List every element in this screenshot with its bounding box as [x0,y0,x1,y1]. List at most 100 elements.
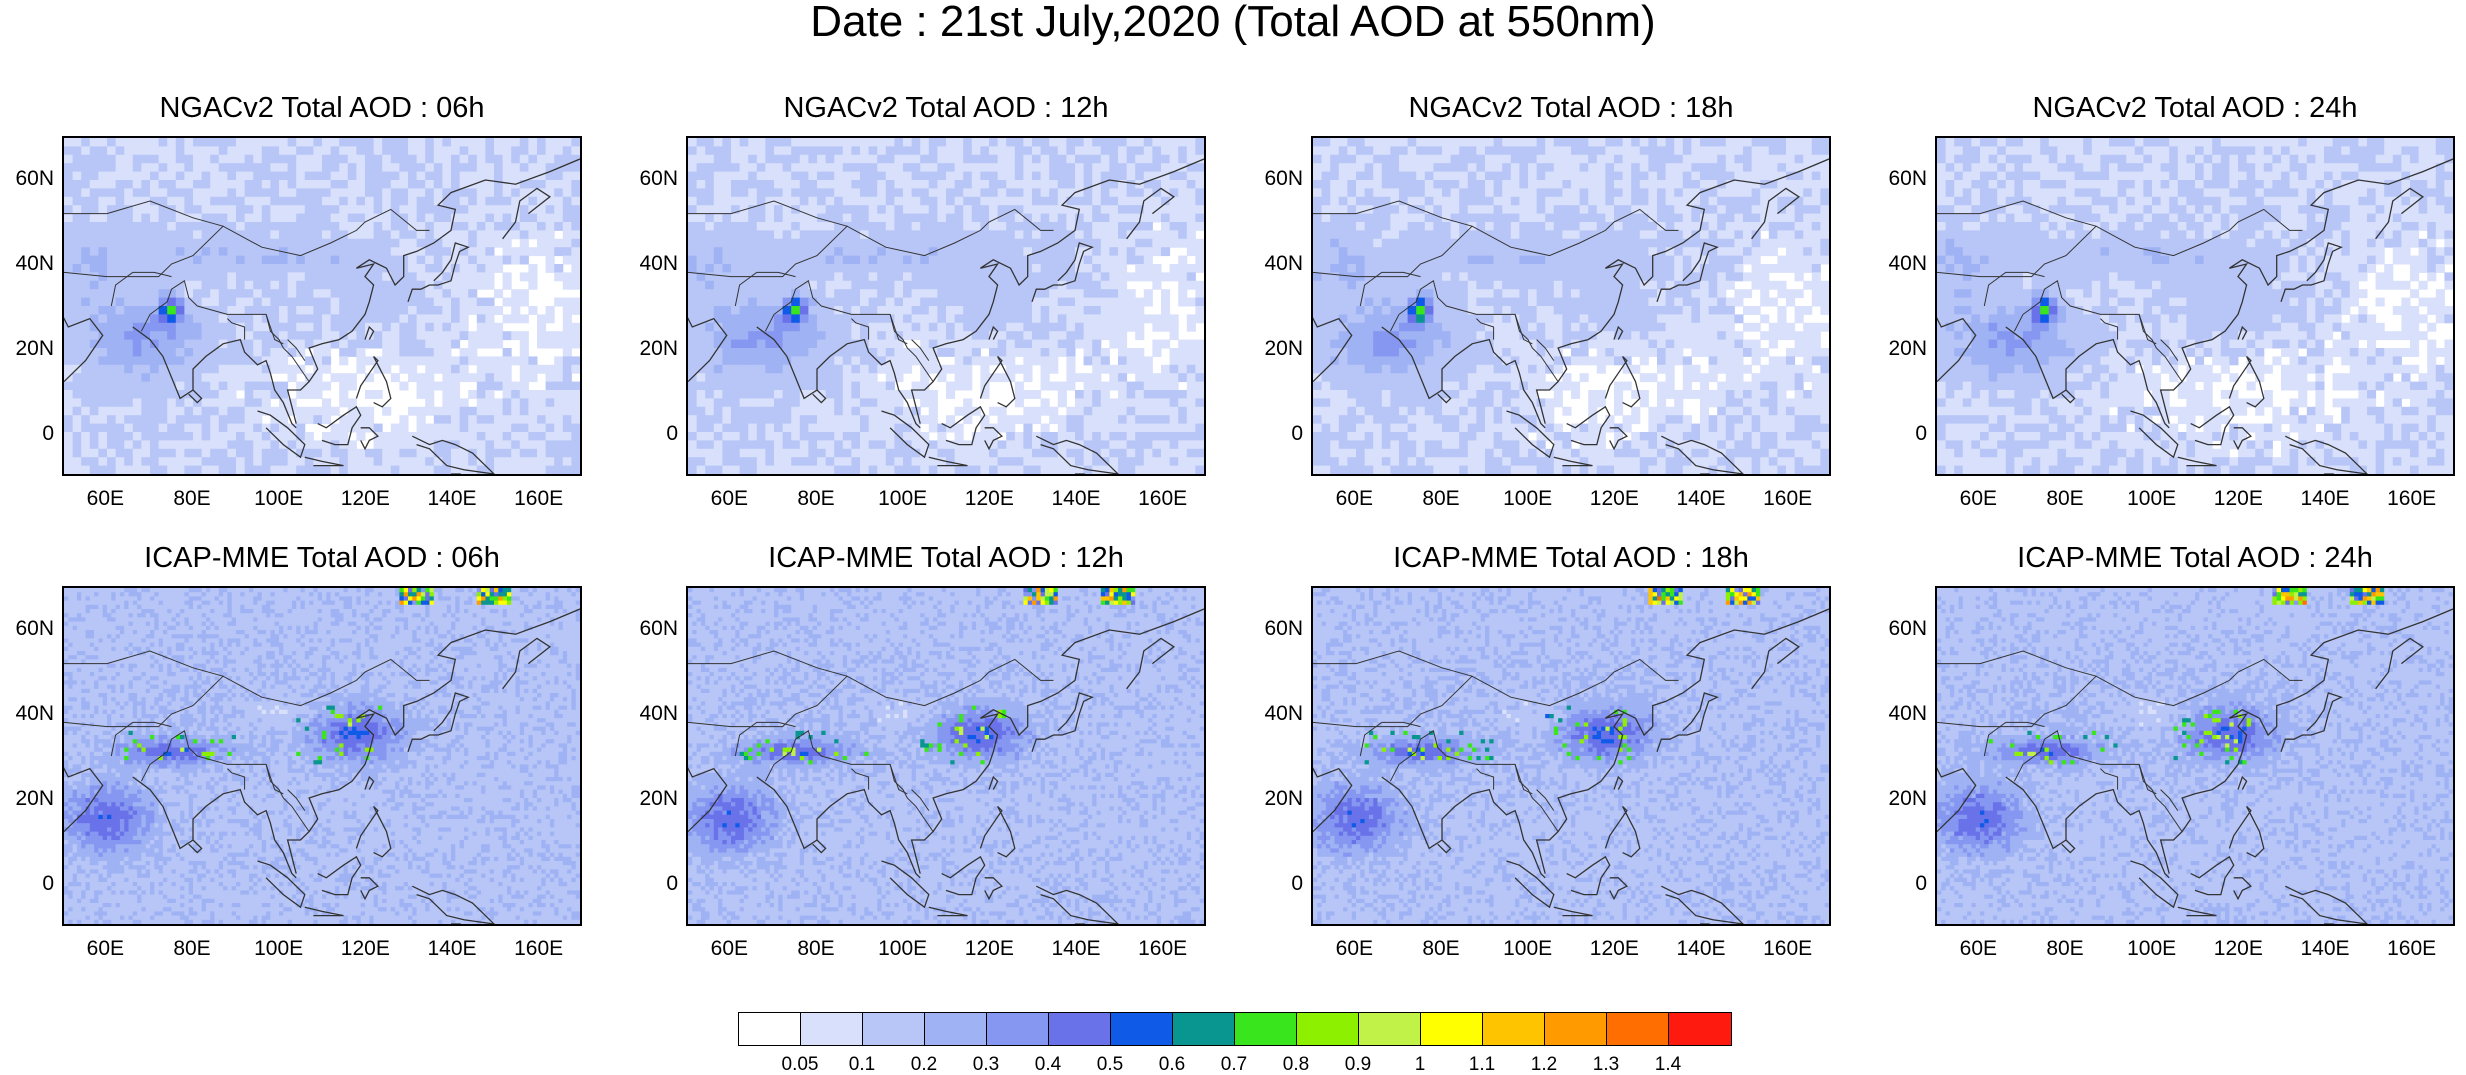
colorbar [738,1012,1732,1046]
colorbar-swatch [1607,1013,1669,1045]
aod-map-panel [1935,136,2455,476]
longitude-tick-label: 80E [2030,938,2100,960]
latitude-tick-label: 60N [0,168,54,190]
colorbar-tick-label: 0.6 [1142,1055,1202,1075]
longitude-tick-label: 140E [1666,488,1736,510]
colorbar-tick-label: 0.3 [956,1055,1016,1075]
panel-title: ICAP-MME Total AOD : 06h [2,542,642,574]
aod-map-panel [62,586,582,926]
panel-title: ICAP-MME Total AOD : 12h [626,542,1266,574]
colorbar-tick-label: 1.1 [1452,1055,1512,1075]
aod-map-panel [1935,586,2455,926]
longitude-tick-label: 140E [1041,488,1111,510]
latitude-tick-label: 0 [1243,873,1303,895]
longitude-tick-label: 100E [1493,488,1563,510]
colorbar-swatch [987,1013,1049,1045]
colorbar-tick-label: 1.2 [1514,1055,1574,1075]
aod-map-panel [686,586,1206,926]
latitude-tick-label: 0 [1867,873,1927,895]
longitude-tick-label: 160E [2377,488,2447,510]
longitude-tick-label: 100E [244,938,314,960]
latitude-tick-label: 40N [0,253,54,275]
latitude-tick-label: 0 [618,873,678,895]
colorbar-tick-label: 1.3 [1576,1055,1636,1075]
longitude-tick-label: 120E [954,488,1024,510]
longitude-tick-label: 60E [1943,488,2013,510]
aod-field [688,138,1204,474]
longitude-tick-label: 120E [2203,938,2273,960]
latitude-tick-label: 20N [0,788,54,810]
longitude-tick-label: 140E [1041,938,1111,960]
colorbar-swatch [1235,1013,1297,1045]
longitude-tick-label: 60E [1319,488,1389,510]
longitude-tick-label: 80E [157,938,227,960]
longitude-tick-label: 160E [504,488,574,510]
colorbar-swatch [1483,1013,1545,1045]
colorbar-swatch [1173,1013,1235,1045]
longitude-tick-label: 120E [954,938,1024,960]
latitude-tick-label: 0 [1243,423,1303,445]
colorbar-swatch [925,1013,987,1045]
aod-field [688,588,1204,924]
aod-field [64,138,580,474]
colorbar-tick-label: 0.1 [832,1055,892,1075]
longitude-tick-label: 160E [1753,938,1823,960]
panel-title: NGACv2 Total AOD : 24h [1875,92,2466,124]
colorbar-tick-label: 0.2 [894,1055,954,1075]
longitude-tick-label: 60E [694,488,764,510]
panel-title: ICAP-MME Total AOD : 18h [1251,542,1891,574]
latitude-tick-label: 40N [0,703,54,725]
latitude-tick-label: 0 [0,423,54,445]
aod-field [64,588,580,924]
longitude-tick-label: 160E [1753,488,1823,510]
latitude-tick-label: 40N [1243,253,1303,275]
longitude-tick-label: 100E [868,938,938,960]
latitude-tick-label: 40N [1867,703,1927,725]
latitude-tick-label: 20N [1867,338,1927,360]
panel-title: NGACv2 Total AOD : 18h [1251,92,1891,124]
main-title: Date : 21st July,2020 (Total AOD at 550n… [0,0,2466,44]
colorbar-tick-label: 1.4 [1638,1055,1698,1075]
panel-title: NGACv2 Total AOD : 12h [626,92,1266,124]
longitude-tick-label: 160E [504,938,574,960]
longitude-tick-label: 60E [694,938,764,960]
longitude-tick-label: 120E [1579,938,1649,960]
longitude-tick-label: 80E [1406,488,1476,510]
longitude-tick-label: 100E [2117,938,2187,960]
panel-title: NGACv2 Total AOD : 06h [2,92,642,124]
latitude-tick-label: 40N [1243,703,1303,725]
longitude-tick-label: 140E [2290,488,2360,510]
colorbar-swatch [801,1013,863,1045]
latitude-tick-label: 60N [618,168,678,190]
longitude-tick-label: 120E [330,488,400,510]
aod-field [1313,588,1829,924]
longitude-tick-label: 80E [157,488,227,510]
latitude-tick-label: 60N [1243,618,1303,640]
longitude-tick-label: 160E [2377,938,2447,960]
longitude-tick-label: 100E [1493,938,1563,960]
latitude-tick-label: 20N [0,338,54,360]
colorbar-tick-label: 0.5 [1080,1055,1140,1075]
colorbar-tick-label: 0.7 [1204,1055,1264,1075]
aod-map-panel [62,136,582,476]
longitude-tick-label: 120E [330,938,400,960]
longitude-tick-label: 60E [70,938,140,960]
longitude-tick-label: 140E [2290,938,2360,960]
latitude-tick-label: 20N [618,338,678,360]
latitude-tick-label: 0 [0,873,54,895]
latitude-tick-label: 40N [1867,253,1927,275]
latitude-tick-label: 60N [1867,168,1927,190]
colorbar-tick-label: 0.05 [770,1055,830,1075]
longitude-tick-label: 100E [2117,488,2187,510]
longitude-tick-label: 60E [1943,938,2013,960]
latitude-tick-label: 40N [618,703,678,725]
panel-title: ICAP-MME Total AOD : 24h [1875,542,2466,574]
latitude-tick-label: 20N [1243,788,1303,810]
longitude-tick-label: 160E [1128,488,1198,510]
latitude-tick-label: 0 [618,423,678,445]
colorbar-tick-label: 0.8 [1266,1055,1326,1075]
colorbar-swatch [1359,1013,1421,1045]
colorbar-swatch [739,1013,801,1045]
latitude-tick-label: 0 [1867,423,1927,445]
longitude-tick-label: 140E [1666,938,1736,960]
